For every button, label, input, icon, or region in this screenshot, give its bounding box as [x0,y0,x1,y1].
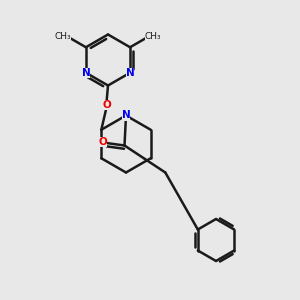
Text: N: N [82,68,90,78]
Text: N: N [126,68,134,78]
Text: O: O [102,100,111,110]
Text: CH₃: CH₃ [145,32,161,41]
Text: CH₃: CH₃ [55,32,71,41]
Text: N: N [122,110,130,121]
Text: O: O [98,136,107,147]
